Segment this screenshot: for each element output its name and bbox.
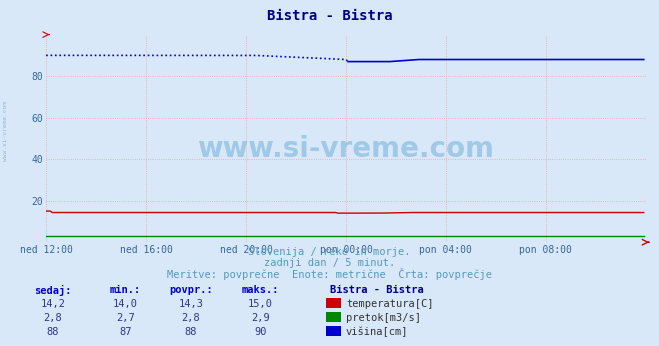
Text: 14,2: 14,2 (40, 299, 65, 309)
Text: 90: 90 (254, 327, 266, 337)
Text: sedaj:: sedaj: (34, 285, 71, 297)
Text: 14,3: 14,3 (179, 299, 204, 309)
Text: Meritve: povprečne  Enote: metrične  Črta: povprečje: Meritve: povprečne Enote: metrične Črta:… (167, 268, 492, 280)
Text: min.:: min.: (109, 285, 141, 295)
Text: 87: 87 (119, 327, 131, 337)
Text: 14,0: 14,0 (113, 299, 138, 309)
Text: www.si-vreme.com: www.si-vreme.com (198, 135, 494, 163)
Text: zadnji dan / 5 minut.: zadnji dan / 5 minut. (264, 258, 395, 268)
Text: 2,8: 2,8 (182, 313, 200, 323)
Text: 88: 88 (47, 327, 59, 337)
Text: temperatura[C]: temperatura[C] (346, 299, 434, 309)
Text: 88: 88 (185, 327, 197, 337)
Text: 2,9: 2,9 (251, 313, 270, 323)
Text: 2,8: 2,8 (43, 313, 62, 323)
Text: Bistra - Bistra: Bistra - Bistra (330, 285, 423, 295)
Text: Slovenija / reke in morje.: Slovenija / reke in morje. (248, 247, 411, 257)
Text: maks.:: maks.: (242, 285, 279, 295)
Text: višina[cm]: višina[cm] (346, 327, 409, 337)
Text: Bistra - Bistra: Bistra - Bistra (267, 9, 392, 22)
Text: povpr.:: povpr.: (169, 285, 213, 295)
Text: 2,7: 2,7 (116, 313, 134, 323)
Text: www.si-vreme.com: www.si-vreme.com (3, 101, 8, 162)
Text: pretok[m3/s]: pretok[m3/s] (346, 313, 421, 323)
Text: 15,0: 15,0 (248, 299, 273, 309)
